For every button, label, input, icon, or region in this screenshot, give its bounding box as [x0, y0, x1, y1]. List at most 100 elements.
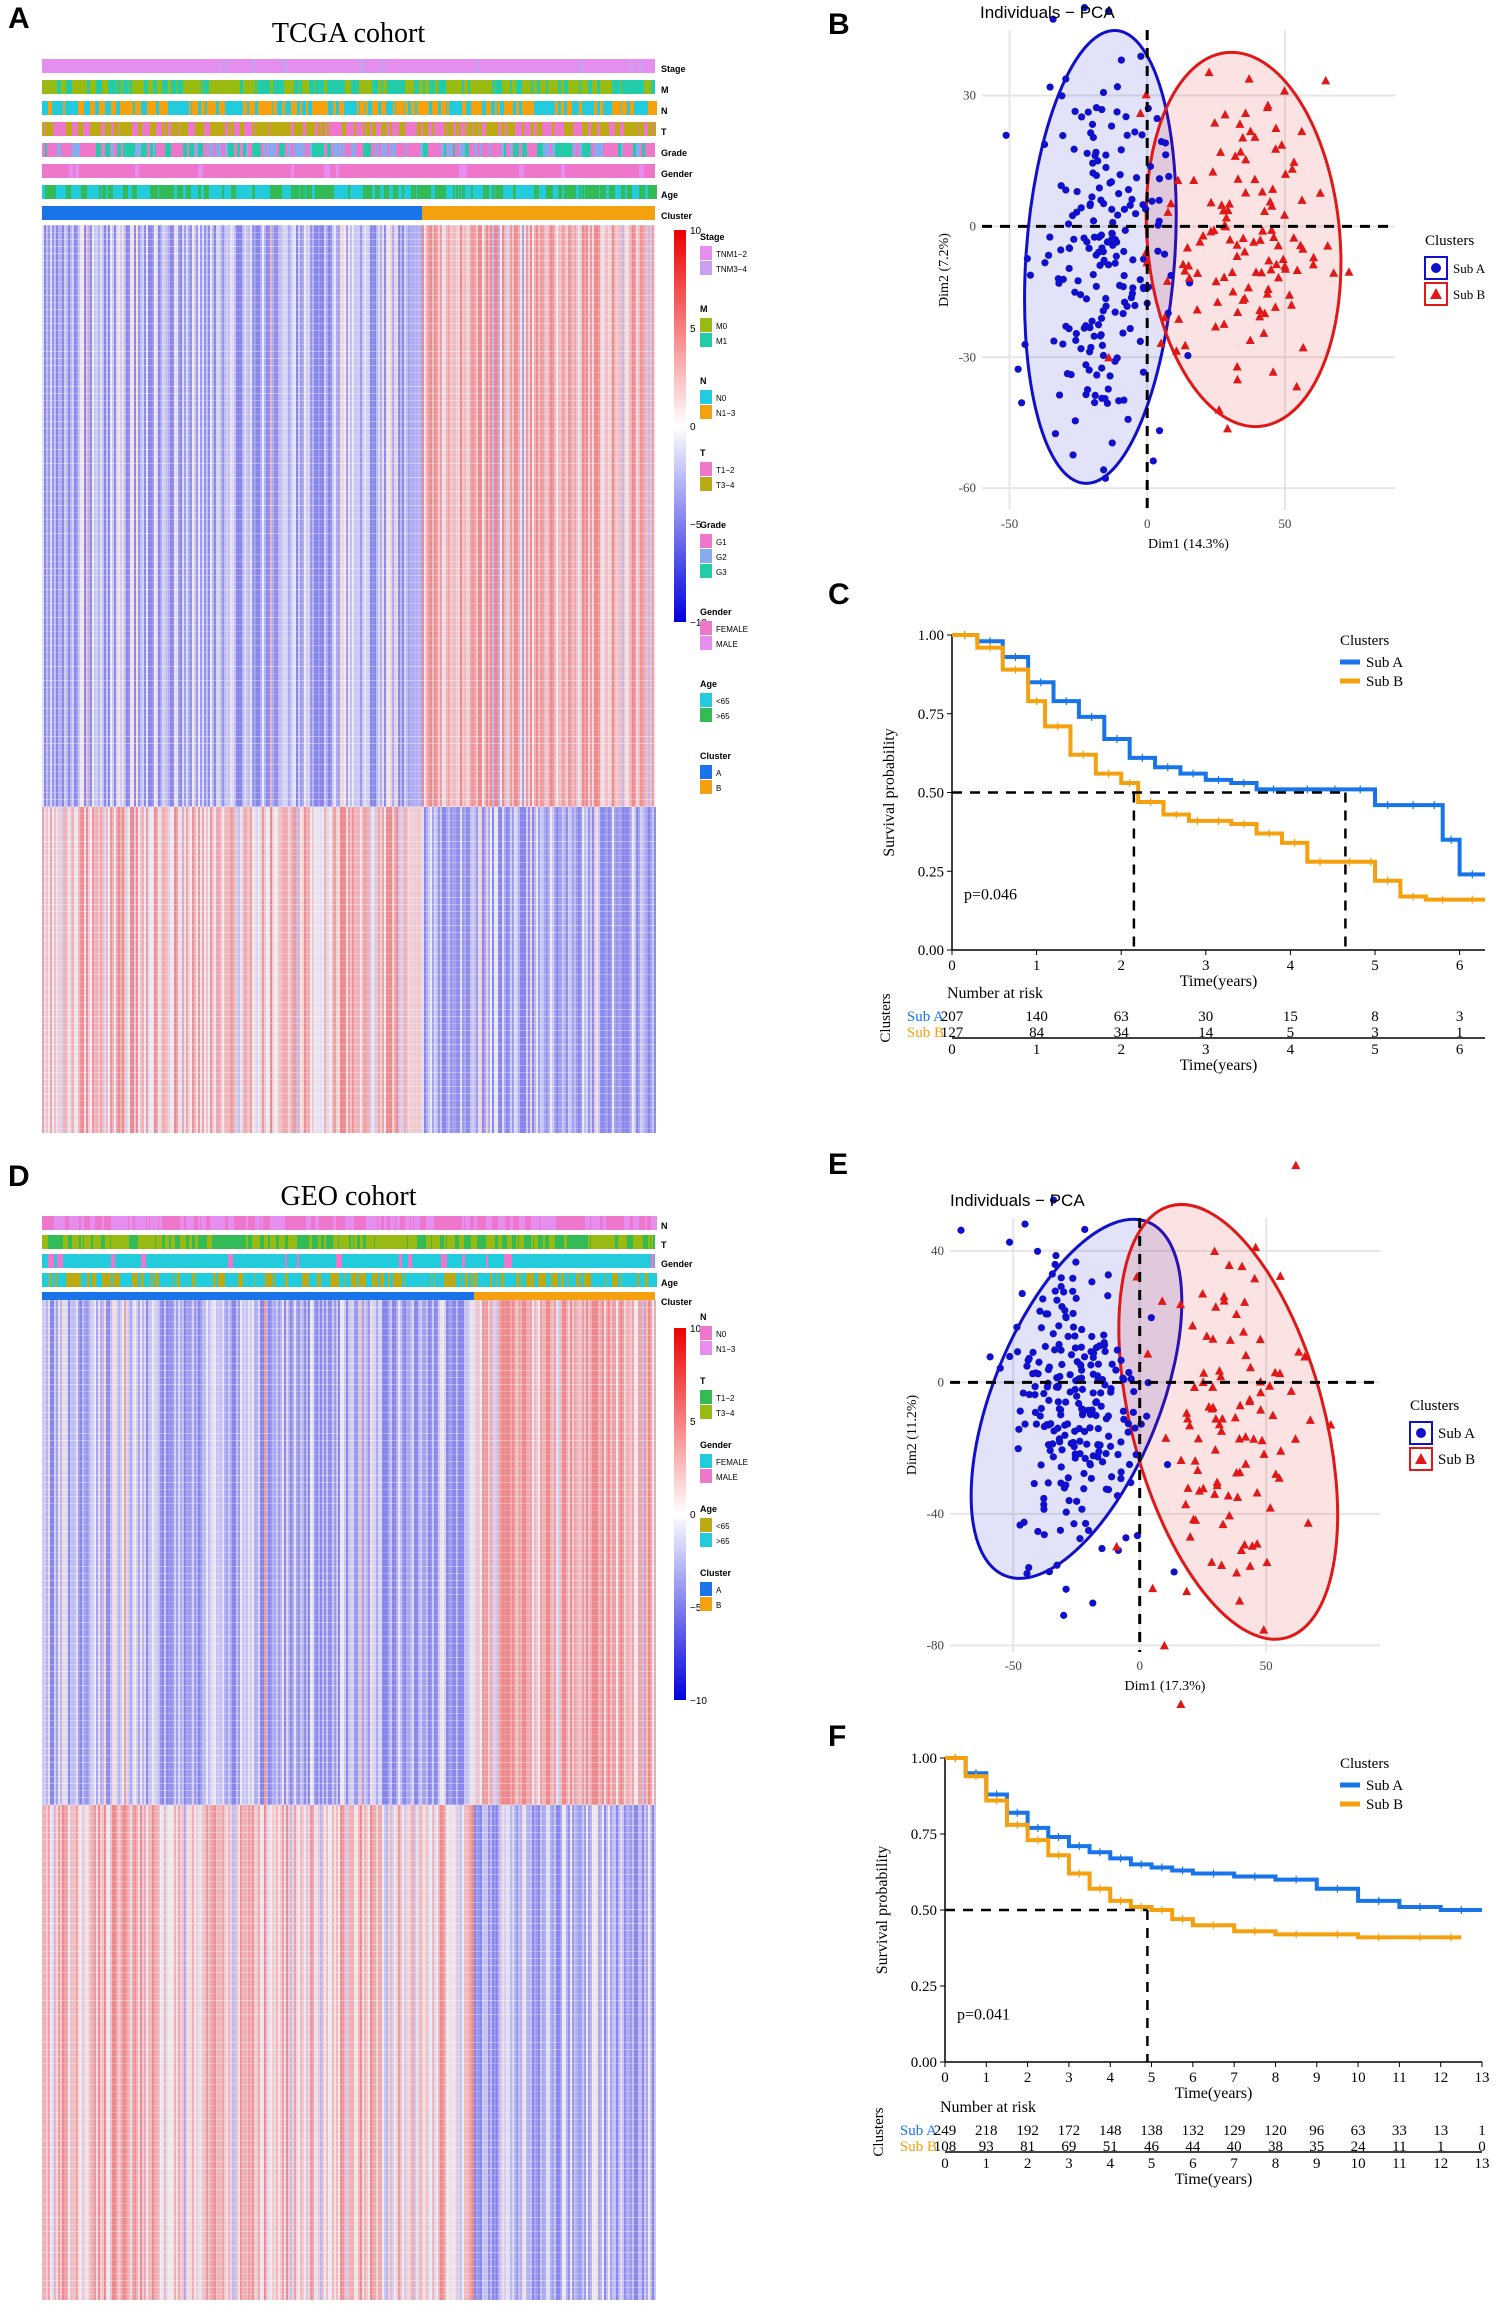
heat-column — [414, 807, 416, 1133]
point — [1271, 1469, 1281, 1478]
track-stripe — [165, 1273, 170, 1287]
heat-column — [320, 225, 322, 807]
track-stripe — [375, 185, 380, 199]
heat-column — [232, 1805, 234, 2300]
heat-column — [404, 1805, 406, 2300]
heat-column — [178, 807, 180, 1133]
heat-row-texture — [42, 820, 655, 821]
points-sub-b — [1104, 67, 1354, 433]
heat-column — [150, 1300, 152, 1805]
heat-row-texture — [42, 841, 655, 842]
heat-column — [164, 1300, 166, 1805]
track-stripe — [309, 1273, 315, 1287]
track-stripe — [321, 143, 324, 157]
track-stripe — [258, 1235, 260, 1249]
track-stripe — [531, 1235, 533, 1249]
heat-column — [500, 1805, 502, 2300]
track-stripe — [321, 80, 324, 94]
heat-column — [284, 1805, 286, 2300]
heat-column — [318, 1300, 320, 1805]
heat-column — [160, 225, 162, 807]
heat-column — [96, 1805, 98, 2300]
risk-time: 2 — [1024, 2156, 1032, 2172]
heat-row-texture — [42, 757, 655, 758]
point — [1257, 267, 1267, 277]
heat-column — [54, 807, 56, 1133]
heat-column — [66, 225, 68, 807]
heat-column — [490, 225, 492, 807]
point — [1069, 1274, 1077, 1282]
heat-column — [48, 1805, 50, 2300]
point — [1046, 233, 1054, 241]
point — [1232, 374, 1242, 384]
heat-row-texture — [42, 505, 655, 506]
heat-column — [80, 1300, 82, 1805]
heat-column — [248, 1300, 250, 1805]
legend-item-label: N1−3 — [716, 1345, 736, 1354]
point — [1073, 187, 1081, 196]
track-stripe — [411, 1273, 417, 1287]
point — [1058, 92, 1066, 100]
heat-column — [80, 225, 82, 807]
heat-row-texture — [42, 428, 655, 429]
track-stripe — [246, 1235, 248, 1249]
track-label-t: T — [661, 1240, 667, 1250]
track-stripe — [651, 1235, 653, 1249]
heat-column — [448, 1805, 450, 2300]
point — [1148, 1583, 1158, 1593]
heat-column — [598, 225, 600, 807]
point — [1238, 233, 1248, 243]
track-stripe — [117, 143, 121, 157]
track-stripe — [396, 1216, 400, 1230]
heat-column — [242, 1300, 244, 1805]
heat-column — [94, 1805, 96, 2300]
heat-column — [358, 807, 360, 1133]
heat-column — [596, 225, 598, 807]
track-stripe — [624, 1216, 627, 1230]
heat-column — [104, 1300, 106, 1805]
heat-column — [516, 807, 518, 1133]
heat-column — [212, 225, 214, 807]
heat-row-texture — [42, 2000, 655, 2001]
heat-row-texture — [42, 1986, 655, 1987]
heat-row-texture — [42, 365, 655, 366]
track-stripe — [342, 122, 346, 136]
heat-column — [346, 807, 348, 1133]
heat-column — [184, 1805, 186, 2300]
track-stripe — [564, 185, 570, 199]
heat-column — [424, 225, 426, 807]
point — [1143, 1349, 1153, 1358]
point — [1162, 151, 1170, 159]
point — [1002, 131, 1010, 139]
point — [1138, 131, 1146, 139]
heat-column — [548, 225, 550, 807]
risk-value: 127 — [941, 1025, 964, 1041]
heat-column — [588, 225, 590, 807]
risk-row-label: Sub B — [907, 1025, 944, 1041]
risk-value: 120 — [1264, 2123, 1287, 2139]
track-stripe — [324, 164, 330, 178]
heat-row-texture — [42, 708, 655, 709]
heat-column — [510, 225, 512, 807]
point — [1094, 1453, 1102, 1461]
heat-column — [440, 1300, 442, 1805]
point — [1062, 1398, 1070, 1406]
point — [1040, 140, 1049, 149]
heat-column — [216, 1805, 218, 2300]
point — [1182, 243, 1192, 252]
heat-row-texture — [42, 869, 655, 870]
heat-row-texture — [42, 561, 655, 562]
heat-column — [224, 1805, 226, 2300]
heat-row-texture — [42, 1951, 655, 1952]
heat-column — [500, 807, 502, 1133]
heat-column — [584, 225, 586, 807]
legend-swatch — [700, 318, 712, 332]
heat-column — [554, 225, 556, 807]
track-stripe — [201, 1216, 206, 1230]
heat-column — [266, 1300, 268, 1805]
track-stripe — [654, 1216, 657, 1230]
track-stripe — [435, 1235, 438, 1249]
point — [1078, 113, 1086, 121]
heat-column — [50, 225, 52, 807]
heat-column — [438, 225, 440, 807]
